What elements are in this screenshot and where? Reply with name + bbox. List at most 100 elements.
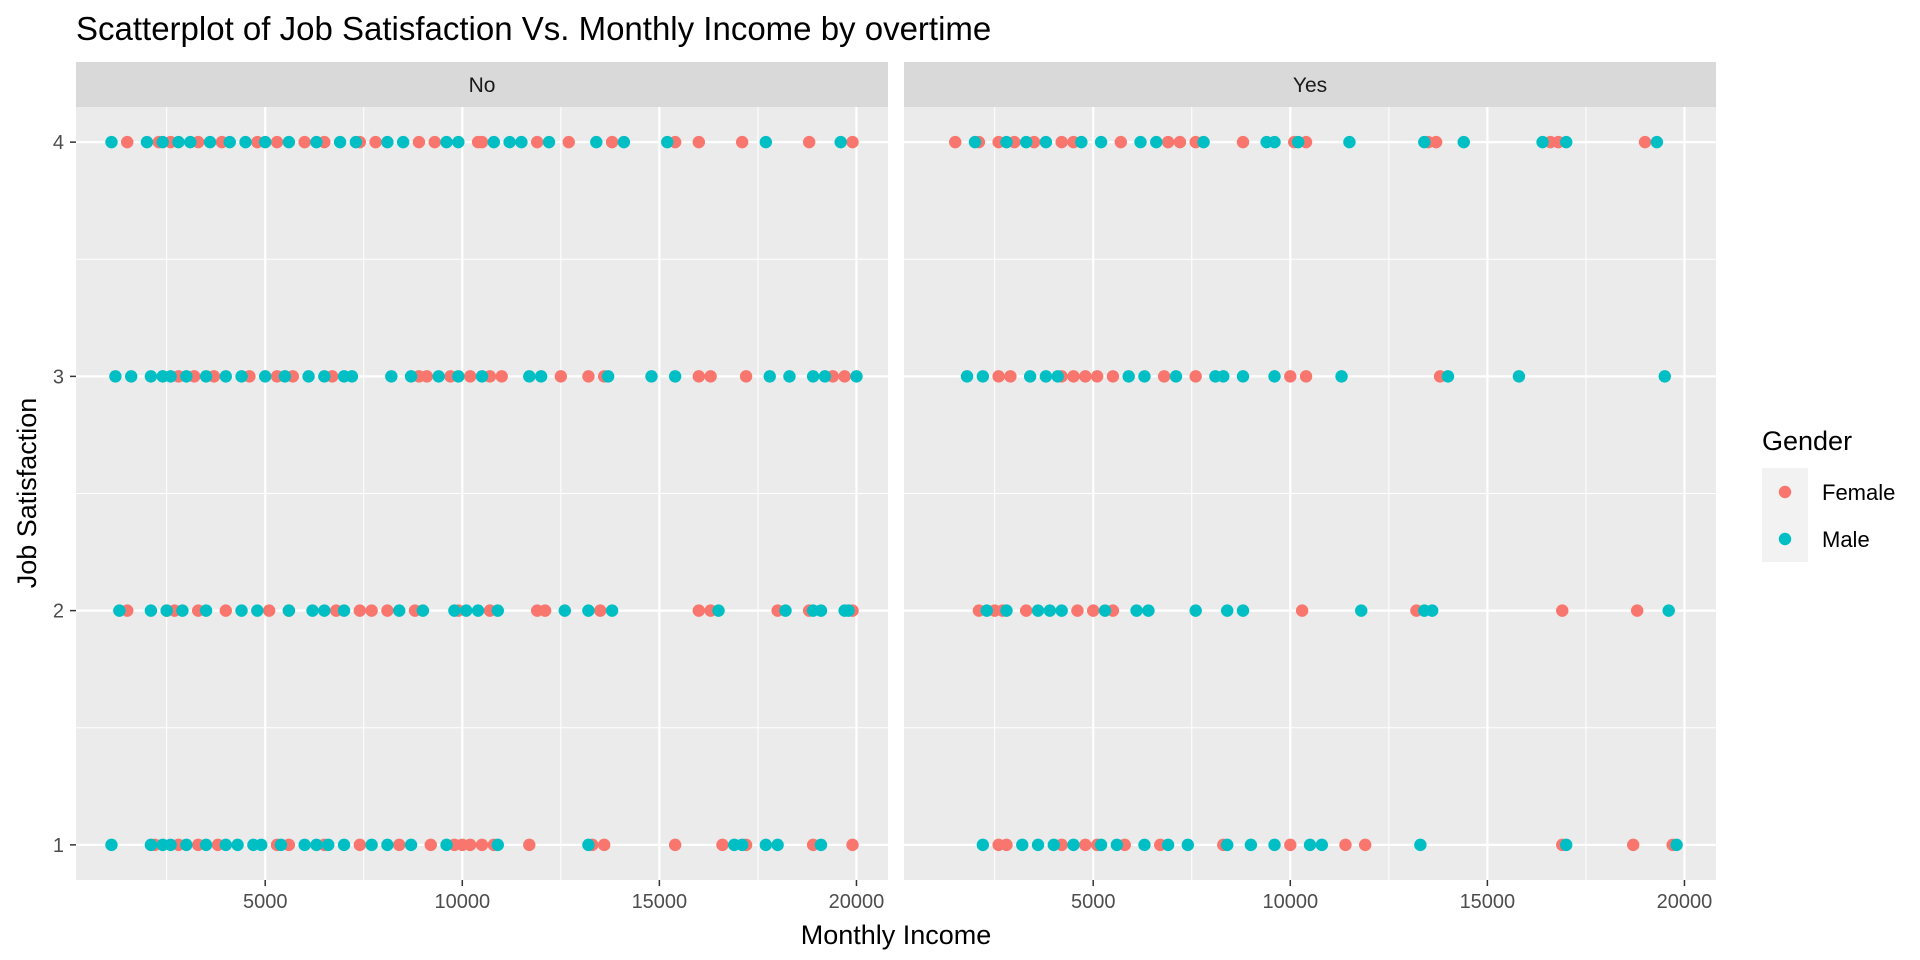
point-male <box>460 604 473 617</box>
point-female <box>838 370 851 383</box>
point-male <box>1244 838 1258 852</box>
point-male <box>590 135 603 149</box>
point-male <box>1650 135 1664 149</box>
point-male <box>487 135 501 149</box>
point-male <box>381 838 394 852</box>
point-male <box>1169 370 1183 383</box>
point-male <box>199 838 213 852</box>
point-female <box>739 370 753 383</box>
point-female <box>1079 370 1092 383</box>
point-male <box>582 604 595 617</box>
point-male <box>282 604 296 617</box>
point-female <box>949 135 962 149</box>
point-male <box>668 370 682 383</box>
point-male <box>259 370 272 383</box>
x-tick-label: 5000 <box>1071 891 1116 913</box>
facet-no-strip <box>76 62 888 107</box>
point-male <box>1150 135 1163 149</box>
facet-yes-x-ticks: 5000 10000 15000 20000 <box>1071 880 1712 913</box>
point-male <box>503 135 516 149</box>
point-male <box>337 838 351 852</box>
legend: Gender Female Male <box>1762 426 1895 562</box>
point-male <box>144 604 158 617</box>
point-female <box>1284 370 1297 383</box>
point-male <box>1536 135 1549 149</box>
point-male <box>235 604 248 617</box>
point-male <box>558 604 571 617</box>
point-female <box>692 370 705 383</box>
point-male <box>349 135 363 149</box>
point-female <box>1000 838 1013 852</box>
point-male <box>251 604 264 617</box>
point-male <box>164 370 177 383</box>
point-male <box>318 370 331 383</box>
point-male <box>404 370 418 383</box>
point-male <box>1217 370 1230 383</box>
point-male <box>298 838 311 852</box>
point-male <box>144 838 158 852</box>
point-male <box>1094 838 1108 852</box>
point-male <box>259 135 272 149</box>
point-male <box>1138 838 1151 852</box>
point-male <box>617 135 631 149</box>
point-female <box>1087 604 1100 617</box>
point-female <box>369 135 382 149</box>
point-male <box>605 604 619 617</box>
point-male <box>1094 135 1108 149</box>
point-male <box>763 370 776 383</box>
point-male <box>1221 604 1234 617</box>
point-male <box>306 604 319 617</box>
point-male <box>452 135 465 149</box>
point-male <box>1291 135 1305 149</box>
point-male <box>491 604 504 617</box>
point-male <box>1098 604 1112 617</box>
legend-label-male: Male <box>1822 527 1870 552</box>
point-male <box>542 135 556 149</box>
point-male <box>968 135 982 149</box>
point-male <box>440 135 453 149</box>
point-male <box>779 604 792 617</box>
y-axis-title: Job Satisfaction <box>12 398 42 589</box>
y-tick-label: 2 <box>53 601 64 623</box>
point-female <box>1339 838 1352 852</box>
point-male <box>1221 838 1234 852</box>
point-male <box>1662 604 1675 617</box>
point-female <box>1630 604 1644 617</box>
legend-items: Female Male <box>1778 480 1895 552</box>
point-female <box>424 838 437 852</box>
point-female <box>605 135 619 149</box>
point-male <box>818 370 832 383</box>
point-male <box>661 135 674 149</box>
facet-no-x-ticks: 5000 10000 15000 20000 <box>243 880 884 913</box>
point-male <box>180 370 193 383</box>
point-female <box>393 838 406 852</box>
facet-yes-strip <box>904 62 1716 107</box>
point-male <box>471 604 485 617</box>
point-male <box>976 370 990 383</box>
point-female <box>420 370 434 383</box>
point-female <box>704 370 717 383</box>
point-female <box>475 135 489 149</box>
point-male <box>172 135 185 149</box>
point-male <box>199 604 213 617</box>
point-male <box>1268 370 1281 383</box>
point-female <box>597 838 611 852</box>
point-female <box>1114 135 1127 149</box>
point-female <box>554 370 568 383</box>
point-male <box>735 838 749 852</box>
point-male <box>199 370 213 383</box>
point-female <box>353 604 367 617</box>
point-female <box>1161 135 1175 149</box>
point-male <box>432 370 445 383</box>
point-female <box>463 838 477 852</box>
point-male <box>105 135 118 149</box>
point-male <box>1067 838 1080 852</box>
facet-yes: Yes 5000 10000 15000 20000 <box>904 62 1716 913</box>
point-male <box>1130 604 1143 617</box>
point-male <box>1658 370 1671 383</box>
point-male <box>109 370 122 383</box>
point-female <box>463 370 477 383</box>
point-male <box>834 135 847 149</box>
point-male <box>404 838 418 852</box>
x-tick-label: 15000 <box>632 891 688 913</box>
